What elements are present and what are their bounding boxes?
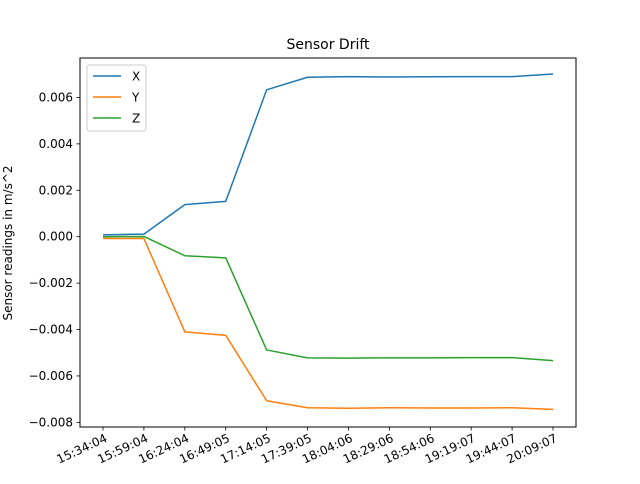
chart-title: Sensor Drift [286, 37, 370, 53]
legend-label-z: Z [132, 112, 140, 126]
legend-box [86, 64, 147, 132]
y-tick-label: −0.006 [29, 369, 73, 383]
y-tick-label: −0.002 [29, 276, 73, 290]
series-line-x [102, 73, 554, 236]
series-line-y [103, 237, 554, 411]
y-axis-label: Sensor readings in m/s^2 [1, 165, 15, 320]
y-axis-ticks: 0.006 0.004 0.002 0.000 −0.002 −0.004 −0.006 −0… [29, 90, 80, 429]
plot-area [102, 73, 554, 411]
series-line-z [102, 235, 554, 362]
y-tick-label: −0.004 [29, 323, 73, 337]
y-tick-label: 0.002 [39, 183, 73, 197]
plot-frame [79, 57, 577, 428]
legend-label-x: X [132, 70, 140, 84]
y-tick-label: 0.004 [39, 137, 73, 151]
legend-label-y: Y [131, 91, 140, 105]
legend: XYZ [86, 64, 147, 132]
y-tick-label: −0.008 [29, 415, 73, 429]
y-tick-label: 0.000 [39, 230, 73, 244]
y-tick-label: 0.006 [39, 90, 73, 104]
